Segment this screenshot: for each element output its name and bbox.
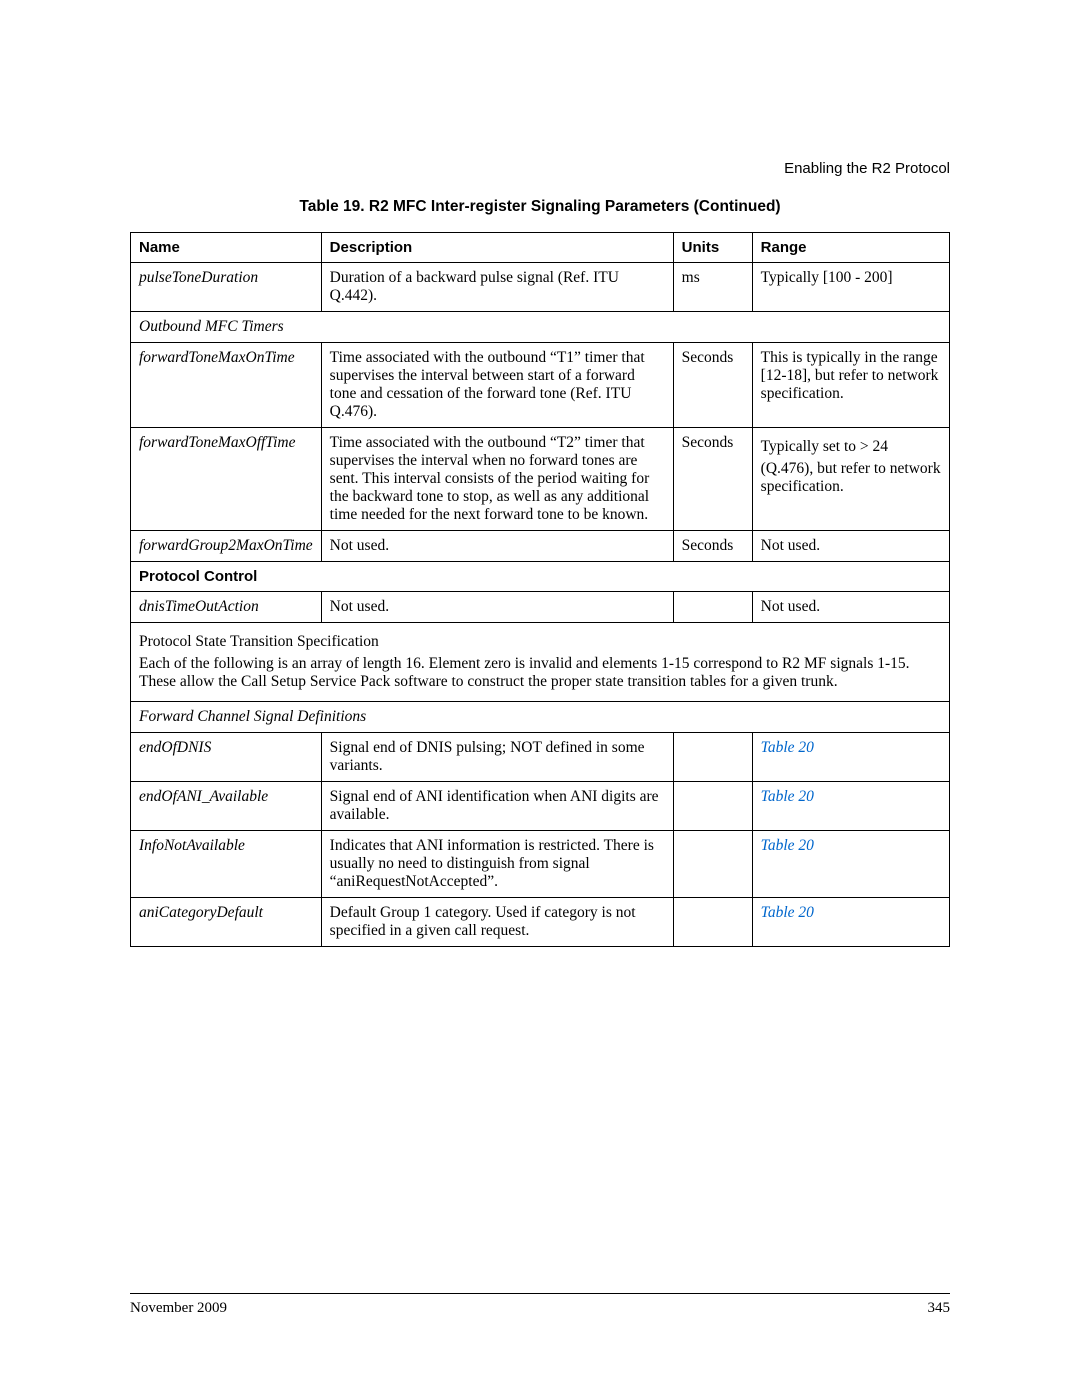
section-row: Protocol Control [131, 562, 950, 592]
param-range: Not used. [752, 592, 949, 623]
table-row: InfoNotAvailable Indicates that ANI info… [131, 831, 950, 898]
param-units: Seconds [673, 428, 752, 531]
table-header-row: Name Description Units Range [131, 233, 950, 263]
param-desc: Time associated with the outbound “T2” t… [321, 428, 673, 531]
param-name: forwardToneMaxOnTime [131, 343, 322, 428]
param-desc: Default Group 1 category. Used if catego… [321, 898, 673, 947]
protocol-state-heading: Protocol State Transition Specification [139, 633, 941, 651]
table-row: pulseToneDuration Duration of a backward… [131, 263, 950, 312]
page-footer: November 2009 345 [130, 1293, 950, 1317]
table-row: endOfDNIS Signal end of DNIS pulsing; NO… [131, 733, 950, 782]
param-units [673, 592, 752, 623]
param-range: Table 20 [752, 782, 949, 831]
range-line2: (Q.476), but refer to network specificat… [761, 460, 941, 496]
table-link[interactable]: Table 20 [761, 904, 814, 921]
param-name: forwardGroup2MaxOnTime [131, 531, 322, 562]
protocol-state-text: Each of the following is an array of len… [139, 655, 941, 691]
param-desc: Duration of a backward pulse signal (Ref… [321, 263, 673, 312]
section-heading: Forward Channel Signal Definitions [131, 702, 950, 733]
table-link[interactable]: Table 20 [761, 739, 814, 756]
range-line1: Typically set to > 24 [761, 438, 941, 456]
param-desc: Indicates that ANI information is restri… [321, 831, 673, 898]
table-link[interactable]: Table 20 [761, 788, 814, 805]
col-name-header: Name [131, 233, 322, 263]
table-link[interactable]: Table 20 [761, 837, 814, 854]
param-units: Seconds [673, 343, 752, 428]
param-units [673, 733, 752, 782]
section-heading: Protocol Control [131, 562, 950, 592]
param-name: dnisTimeOutAction [131, 592, 322, 623]
section-row: Outbound MFC Timers [131, 312, 950, 343]
param-name: endOfDNIS [131, 733, 322, 782]
param-name: pulseToneDuration [131, 263, 322, 312]
footer-date: November 2009 [130, 1300, 227, 1317]
table-row: forwardGroup2MaxOnTime Not used. Seconds… [131, 531, 950, 562]
param-units: ms [673, 263, 752, 312]
table-row: aniCategoryDefault Default Group 1 categ… [131, 898, 950, 947]
param-range: Typically set to > 24 (Q.476), but refer… [752, 428, 949, 531]
param-name: InfoNotAvailable [131, 831, 322, 898]
table-caption: Table 19. R2 MFC Inter-register Signalin… [130, 198, 950, 216]
param-units [673, 898, 752, 947]
protocol-state-row: Protocol State Transition Specification … [131, 623, 950, 702]
param-desc: Not used. [321, 531, 673, 562]
param-units: Seconds [673, 531, 752, 562]
param-name: aniCategoryDefault [131, 898, 322, 947]
param-name: endOfANI_Available [131, 782, 322, 831]
footer-page-number: 345 [928, 1300, 951, 1317]
protocol-state-cell: Protocol State Transition Specification … [131, 623, 950, 702]
param-range: Table 20 [752, 733, 949, 782]
param-range: Table 20 [752, 898, 949, 947]
param-desc: Signal end of ANI identification when AN… [321, 782, 673, 831]
param-range: Not used. [752, 531, 949, 562]
param-range: Table 20 [752, 831, 949, 898]
section-heading: Outbound MFC Timers [131, 312, 950, 343]
param-desc: Time associated with the outbound “T1” t… [321, 343, 673, 428]
param-name: forwardToneMaxOffTime [131, 428, 322, 531]
table-row: dnisTimeOutAction Not used. Not used. [131, 592, 950, 623]
parameters-table: Name Description Units Range pulseToneDu… [130, 232, 950, 947]
col-units-header: Units [673, 233, 752, 263]
param-units [673, 782, 752, 831]
table-row: forwardToneMaxOnTime Time associated wit… [131, 343, 950, 428]
param-range: Typically [100 - 200] [752, 263, 949, 312]
table-row: endOfANI_Available Signal end of ANI ide… [131, 782, 950, 831]
header-section-title: Enabling the R2 Protocol [784, 160, 950, 177]
param-desc: Not used. [321, 592, 673, 623]
section-row: Forward Channel Signal Definitions [131, 702, 950, 733]
col-range-header: Range [752, 233, 949, 263]
param-units [673, 831, 752, 898]
col-desc-header: Description [321, 233, 673, 263]
page: Enabling the R2 Protocol Table 19. R2 MF… [0, 0, 1080, 1397]
param-range: This is typically in the range [12-18], … [752, 343, 949, 428]
table-row: forwardToneMaxOffTime Time associated wi… [131, 428, 950, 531]
param-desc: Signal end of DNIS pulsing; NOT defined … [321, 733, 673, 782]
